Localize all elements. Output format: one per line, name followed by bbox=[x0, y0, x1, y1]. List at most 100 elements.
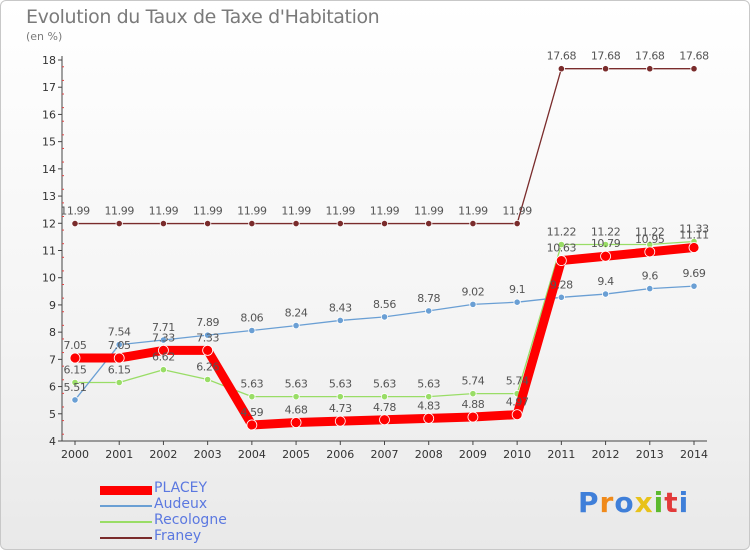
data-point-placey bbox=[69, 352, 81, 364]
data-point-audeux bbox=[336, 316, 344, 325]
y-tick-label: 13 bbox=[42, 190, 56, 203]
data-point-placey bbox=[202, 344, 214, 356]
brand-letter: t bbox=[664, 486, 679, 519]
data-label-recologne: 6.62 bbox=[152, 351, 175, 364]
y-tick-label: 12 bbox=[42, 217, 56, 230]
x-tick-label: 2014 bbox=[680, 448, 708, 461]
data-label-franey: 11.99 bbox=[370, 205, 400, 218]
line-chart: 4 5 6 7 8 9 10 11 12 13 14 15 16 17 18 2000 2001 2002 2003… bbox=[42, 50, 710, 461]
data-label-recologne: 11.22 bbox=[591, 226, 621, 239]
data-point-recologne bbox=[601, 240, 610, 249]
data-point-audeux bbox=[646, 284, 654, 293]
data-label-placey: 4.97 bbox=[506, 396, 529, 409]
y-tick-label: 15 bbox=[42, 136, 56, 149]
data-point-audeux bbox=[204, 331, 212, 339]
x-tick-label: 2013 bbox=[636, 448, 664, 461]
data-point-franey bbox=[646, 65, 654, 73]
brand-letter: i bbox=[678, 486, 690, 519]
data-point-placey bbox=[555, 255, 567, 266]
data-point-franey bbox=[159, 219, 168, 228]
data-label-franey: 11.99 bbox=[104, 205, 134, 218]
legend-swatch bbox=[100, 485, 152, 495]
x-tick-label: 2009 bbox=[459, 448, 487, 461]
data-point-audeux bbox=[380, 313, 389, 321]
data-point-placey bbox=[511, 409, 523, 421]
brand-letter: P bbox=[578, 486, 600, 519]
y-tick-label: 11 bbox=[42, 245, 56, 258]
data-point-franey bbox=[513, 219, 521, 228]
y-tick-label: 4 bbox=[49, 435, 56, 448]
data-label-recologne: 5.74 bbox=[506, 375, 529, 388]
y-tick-label: 9 bbox=[49, 299, 56, 312]
x-tick-label: 2012 bbox=[592, 448, 620, 461]
data-point-franey bbox=[292, 219, 300, 228]
data-point-recologne bbox=[380, 393, 389, 401]
data-point-audeux bbox=[513, 298, 521, 306]
brand-letter: r bbox=[599, 486, 615, 519]
y-tick-label: 8 bbox=[49, 326, 56, 339]
data-label-franey: 11.99 bbox=[502, 205, 532, 218]
data-label-recologne: 11.33 bbox=[679, 223, 709, 236]
legend-label: Recologne bbox=[154, 512, 227, 528]
y-tick-label: 14 bbox=[42, 163, 56, 176]
data-label-placey: 4.73 bbox=[329, 402, 352, 415]
x-tick-label: 2003 bbox=[194, 448, 222, 461]
data-point-audeux bbox=[292, 322, 300, 330]
y-tick-label: 10 bbox=[42, 272, 56, 285]
brand-letter: x bbox=[634, 486, 654, 519]
data-point-franey bbox=[425, 219, 433, 228]
y-tick-label: 6 bbox=[49, 381, 56, 394]
data-point-audeux bbox=[71, 396, 79, 404]
data-label-placey: 4.59 bbox=[240, 406, 263, 419]
x-tick-label: 2006 bbox=[326, 448, 354, 461]
legend-swatch bbox=[100, 505, 152, 507]
data-label-placey: 10.63 bbox=[547, 242, 577, 255]
x-tick-label: 2002 bbox=[149, 448, 177, 461]
x-tick-label: 2010 bbox=[503, 448, 531, 461]
brand-letter: i bbox=[653, 486, 665, 519]
data-label-franey: 17.68 bbox=[591, 50, 621, 63]
data-point-franey bbox=[204, 219, 212, 228]
data-label-recologne: 5.63 bbox=[417, 378, 440, 391]
data-point-placey bbox=[246, 419, 258, 431]
data-label-franey: 11.99 bbox=[414, 205, 444, 218]
data-label-franey: 17.68 bbox=[547, 50, 577, 63]
data-label-franey: 11.99 bbox=[458, 205, 488, 218]
data-point-franey bbox=[336, 219, 344, 228]
data-point-franey bbox=[71, 219, 79, 228]
data-point-franey bbox=[557, 65, 565, 73]
data-label-audeux: 7.54 bbox=[108, 326, 131, 339]
data-point-placey bbox=[379, 414, 390, 426]
y-tick-label: 17 bbox=[42, 81, 56, 94]
data-label-placey: 4.83 bbox=[417, 399, 440, 412]
data-label-placey: 4.78 bbox=[373, 401, 396, 414]
data-point-recologne bbox=[204, 375, 212, 384]
data-label-recologne: 5.74 bbox=[461, 375, 484, 388]
data-point-placey bbox=[113, 352, 125, 364]
data-label-audeux: 9.02 bbox=[461, 285, 484, 298]
x-tick-label: 2004 bbox=[238, 448, 266, 461]
data-label-recologne: 5.63 bbox=[373, 378, 396, 391]
data-label-audeux: 8.24 bbox=[285, 307, 308, 320]
data-label-placey: 10.95 bbox=[635, 233, 665, 246]
data-label-franey: 11.99 bbox=[149, 205, 179, 218]
data-point-audeux bbox=[557, 293, 565, 301]
data-label-audeux: 9.1 bbox=[509, 283, 525, 296]
data-point-franey bbox=[380, 219, 389, 228]
data-point-placey bbox=[423, 413, 435, 424]
data-point-recologne bbox=[248, 393, 256, 401]
data-label-placey: 7.05 bbox=[64, 339, 87, 352]
y-tick-label: 7 bbox=[49, 353, 56, 366]
chart-title: Evolution du Taux de Taxe d'Habitation bbox=[26, 6, 380, 28]
data-point-placey bbox=[688, 242, 700, 253]
data-point-audeux bbox=[159, 336, 168, 344]
data-label-recologne: 11.22 bbox=[547, 226, 577, 239]
legend-swatch bbox=[100, 537, 152, 539]
data-point-audeux bbox=[469, 300, 477, 308]
data-point-franey bbox=[690, 65, 698, 73]
series-line-franey bbox=[74, 68, 695, 225]
chart-unit-label: (en %) bbox=[26, 30, 63, 43]
data-point-recologne bbox=[292, 393, 300, 401]
brand-letter: o bbox=[614, 486, 635, 519]
data-label-placey: 4.68 bbox=[285, 403, 308, 416]
